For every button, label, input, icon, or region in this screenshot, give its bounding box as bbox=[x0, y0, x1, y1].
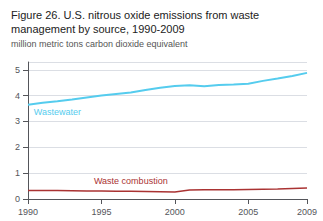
svg-text:1: 1 bbox=[15, 168, 20, 178]
svg-text:management by source, 1990-200: management by source, 1990-2009 bbox=[11, 23, 185, 35]
svg-text:Wastewater: Wastewater bbox=[34, 107, 81, 117]
svg-text:million metric tons carbon dio: million metric tons carbon dioxide equiv… bbox=[11, 39, 188, 49]
svg-text:2009: 2009 bbox=[297, 207, 317, 217]
svg-text:4: 4 bbox=[15, 91, 20, 101]
svg-text:3: 3 bbox=[15, 116, 20, 126]
svg-text:2000: 2000 bbox=[165, 207, 185, 217]
svg-text:2005: 2005 bbox=[238, 207, 258, 217]
svg-text:Figure 26. U.S. nitrous oxide: Figure 26. U.S. nitrous oxide emissions … bbox=[11, 9, 259, 21]
svg-text:0: 0 bbox=[15, 194, 20, 204]
svg-text:5: 5 bbox=[15, 65, 20, 75]
svg-text:2: 2 bbox=[15, 142, 20, 152]
svg-text:Waste combustion: Waste combustion bbox=[94, 176, 168, 186]
svg-text:1990: 1990 bbox=[18, 207, 38, 217]
svg-text:1995: 1995 bbox=[91, 207, 111, 217]
